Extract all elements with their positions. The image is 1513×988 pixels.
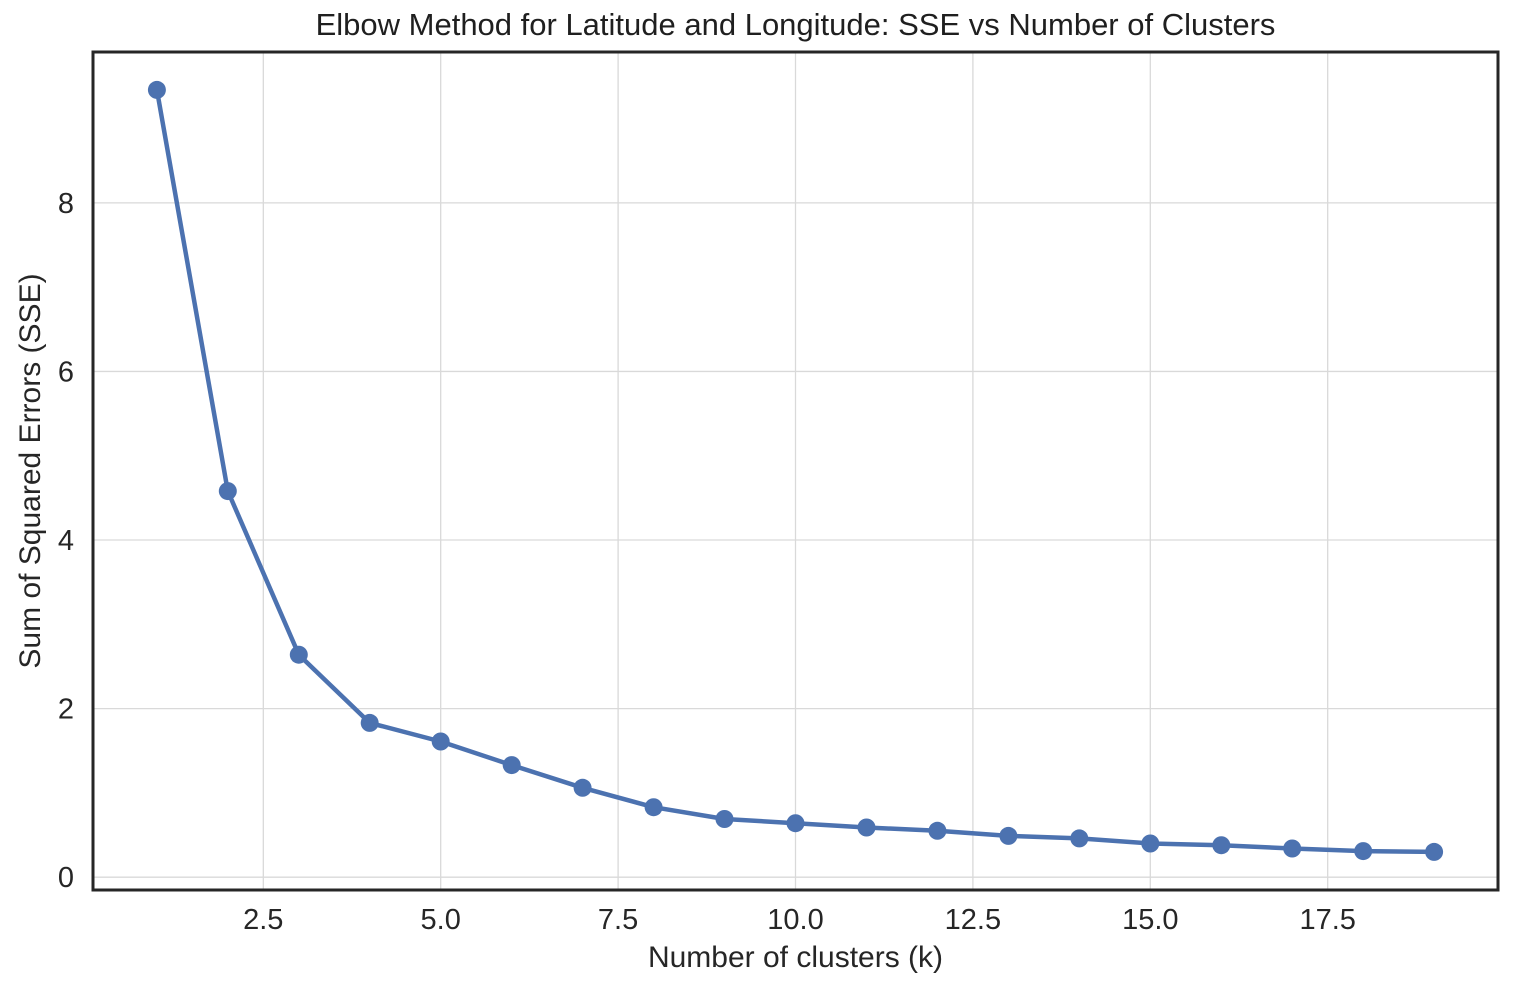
y-tick-label: 4 xyxy=(58,525,74,557)
x-tick-label: 7.5 xyxy=(598,904,638,936)
data-point-marker xyxy=(573,778,592,797)
data-point-marker xyxy=(1070,829,1089,848)
data-point-marker xyxy=(431,732,450,751)
y-tick-label: 8 xyxy=(58,188,74,220)
data-point-marker xyxy=(147,80,166,99)
data-point-marker xyxy=(928,821,947,840)
data-point-marker xyxy=(1425,842,1444,861)
axes-spines xyxy=(91,50,1500,892)
x-axis-label: Number of clusters (k) xyxy=(647,941,944,974)
data-point-marker xyxy=(1141,834,1160,853)
x-tick-label: 2.5 xyxy=(243,904,283,936)
data-point-marker xyxy=(644,798,663,817)
data-point-marker xyxy=(715,810,734,828)
gridlines xyxy=(93,52,1498,890)
series-markers xyxy=(147,80,1444,861)
y-tick-label: 6 xyxy=(58,357,74,389)
data-point-marker xyxy=(502,756,521,775)
data-point-marker xyxy=(360,713,379,732)
data-point-marker xyxy=(786,814,805,833)
y-tick-label: 0 xyxy=(58,862,74,894)
data-point-marker xyxy=(1212,836,1231,855)
y-tick-label: 2 xyxy=(58,694,74,726)
x-tick-label: 17.5 xyxy=(1299,904,1355,936)
x-tick-label: 15.0 xyxy=(1122,904,1178,936)
x-tick-label: 10.0 xyxy=(767,904,823,936)
data-point-marker xyxy=(218,482,237,501)
data-point-marker xyxy=(1283,839,1302,858)
data-point-marker xyxy=(999,826,1018,845)
data-point-marker xyxy=(289,645,308,664)
y-axis-label: Sum of Squared Errors (SSE) xyxy=(14,273,47,669)
chart-title: Elbow Method for Latitude and Longitude:… xyxy=(315,7,1276,42)
data-point-marker xyxy=(857,818,876,837)
x-tick-label: 12.5 xyxy=(945,904,1001,936)
data-point-marker xyxy=(1354,842,1373,861)
x-tick-label: 5.0 xyxy=(421,904,461,936)
tick-labels: 2.5 5.0 7.5 10.0 12.5 15.0 17.5 0 2 4 6 8 xyxy=(58,188,1356,936)
